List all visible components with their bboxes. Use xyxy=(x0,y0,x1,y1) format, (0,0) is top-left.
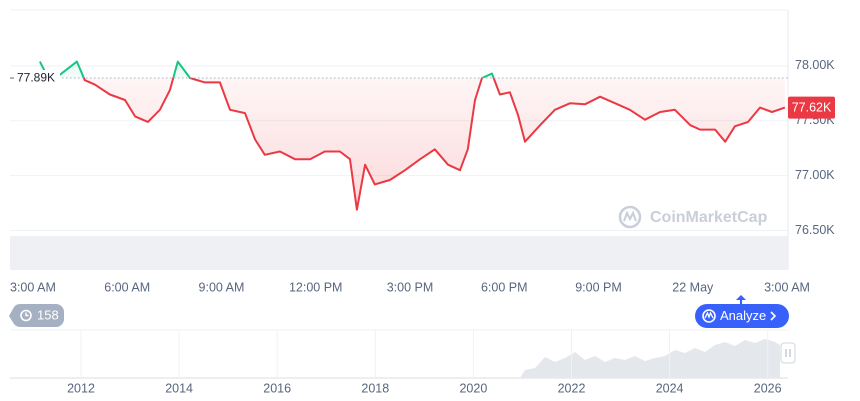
navigator-year: 2014 xyxy=(165,381,193,395)
plot xyxy=(10,60,788,232)
navigator-area xyxy=(520,339,780,378)
reference-label: 77.89K xyxy=(17,71,55,85)
current-price-badge xyxy=(788,96,835,119)
history-badge[interactable]: 158 xyxy=(9,304,64,327)
x-tick-label: 12:00 PM xyxy=(289,280,343,294)
x-tick-label: 9:00 AM xyxy=(199,280,245,294)
x-tick-label: 9:00 PM xyxy=(575,280,622,294)
price-line xyxy=(39,60,786,211)
watermark-text: CoinMarketCap xyxy=(650,209,768,226)
volume-area xyxy=(10,236,788,270)
x-tick-label: 6:00 AM xyxy=(104,280,150,294)
x-tick-label: 22 May xyxy=(672,280,714,294)
analyze-button[interactable]: Analyze xyxy=(695,295,789,328)
x-tick-label: 3:00 AM xyxy=(10,280,56,294)
navigator-year: 2016 xyxy=(263,381,291,395)
y-tick-label: 78.00K xyxy=(795,58,835,72)
navigator-year: 2012 xyxy=(67,381,95,395)
button-text: Analyze xyxy=(720,308,766,323)
navigator-year: 2024 xyxy=(656,381,684,395)
badge-text: 158 xyxy=(37,307,59,322)
y-tick-label: 77.00K xyxy=(795,168,835,182)
navigator-year: 2018 xyxy=(361,381,389,395)
navigator-year: 2022 xyxy=(558,381,586,395)
watermark: CoinMarketCap xyxy=(618,205,768,229)
current-price-label: 77.62K xyxy=(792,100,832,114)
navigator-year: 2026 xyxy=(754,381,782,395)
reference-label-bg xyxy=(8,70,60,87)
x-tick-label: 3:00 PM xyxy=(387,280,434,294)
navigator-year: 2020 xyxy=(459,381,487,395)
x-tick-label: 3:00 AM xyxy=(764,280,810,294)
navigator-handle[interactable] xyxy=(780,342,796,364)
x-tick-label: 6:00 PM xyxy=(481,280,528,294)
navigator: 2012 2014 2016 2018 2020 2022 2024 2026 xyxy=(10,329,796,395)
y-tick-label: 76.50K xyxy=(795,223,835,237)
